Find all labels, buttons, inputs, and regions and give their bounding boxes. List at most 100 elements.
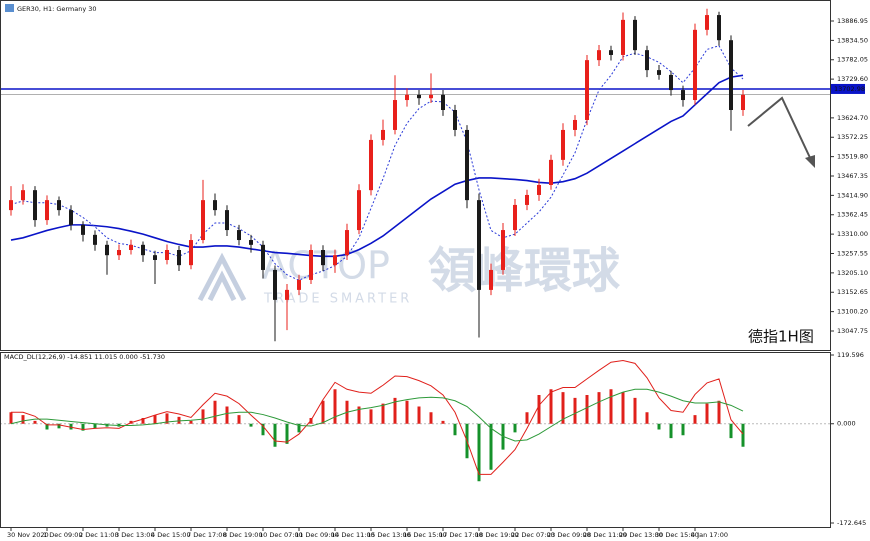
histogram-bar <box>657 423 661 430</box>
histogram-bar <box>177 416 181 424</box>
candle-body <box>225 210 229 231</box>
macd-line <box>10 388 744 442</box>
candle-body <box>369 139 373 191</box>
histogram-bar <box>477 423 481 482</box>
watermark: ACTOP 領峰環球 TRADE SMARTER <box>197 243 621 307</box>
x-tick-label: 11 Dec 09:00 <box>295 531 339 539</box>
x-tick-label: 15 Dec 13:00 <box>367 531 411 539</box>
x-tick-label: 17 Dec 17:00 <box>439 531 483 539</box>
price-frame <box>0 0 831 351</box>
y-tick-label: 13310.00 <box>837 230 868 238</box>
arrow <box>747 96 815 168</box>
candle-body <box>417 94 421 99</box>
y-tick-label: 13729.60 <box>837 75 868 83</box>
y-tick-label: 13624.70 <box>837 114 868 122</box>
histogram-bar <box>261 423 265 436</box>
moving-average <box>10 45 744 281</box>
candle-body <box>561 129 565 160</box>
histogram-bar <box>585 395 589 424</box>
arrow-head <box>805 155 815 168</box>
histogram-bar <box>189 420 193 424</box>
symbol-icon <box>5 4 14 12</box>
histogram-bar <box>357 406 361 424</box>
histogram-bar <box>453 423 457 436</box>
histogram-bar <box>441 420 445 424</box>
candle-body <box>477 200 481 290</box>
histogram-bar <box>81 423 85 431</box>
x-tick-label: 23 Dec 09:00 <box>547 531 591 539</box>
candle-body <box>21 190 25 201</box>
candle-body <box>165 250 169 260</box>
histogram-bar <box>381 403 385 424</box>
candle-body <box>201 200 205 241</box>
histogram-bar <box>321 400 325 424</box>
candle-body <box>453 110 457 130</box>
candle-body <box>213 200 217 211</box>
macd-frame <box>0 352 831 528</box>
y-tick-label: 13834.50 <box>837 36 868 44</box>
histogram-bar <box>621 392 625 424</box>
watermark-name: 領峰環球 <box>428 243 621 299</box>
x-tick-label: 4 Dec 15:00 <box>151 531 191 539</box>
histogram-bar <box>597 392 601 424</box>
x-tick-label: 16 Dec 15:00 <box>403 531 447 539</box>
watermark-icon <box>197 252 247 302</box>
histogram-bar <box>729 423 733 439</box>
y-tick-label: 13414.90 <box>837 191 868 199</box>
histogram-bar <box>213 400 217 424</box>
candle-body <box>249 240 253 245</box>
x-tick-label: 4 Jan 17:00 <box>691 531 728 539</box>
histogram-bar <box>693 415 697 424</box>
histogram-bar <box>609 389 613 424</box>
candle-body <box>57 200 61 211</box>
macd-title: MACD_DL(12,26,9) -14.851 11.015 0.000 -5… <box>4 353 165 361</box>
histogram-bar <box>537 395 541 424</box>
candle-body <box>141 244 145 256</box>
x-tick-label: 10 Dec 07:00 <box>259 531 303 539</box>
candle-body <box>117 250 121 256</box>
histogram-bar <box>69 423 73 430</box>
x-tick-label: 30 Dec 15:00 <box>655 531 699 539</box>
histogram-bar <box>237 415 241 424</box>
histogram-bar <box>633 397 637 424</box>
macd-line <box>11 360 744 475</box>
candle-body <box>429 94 433 99</box>
histogram-bar <box>429 412 433 424</box>
histogram-bar <box>369 409 373 424</box>
candle-body <box>33 190 37 221</box>
histogram-bar <box>573 397 577 424</box>
histogram-bar <box>393 397 397 424</box>
y-tick-label: 119.596 <box>837 351 864 359</box>
y-tick-label: 0.000 <box>837 420 856 428</box>
y-tick-label: 13886.95 <box>837 17 868 25</box>
candle-body <box>489 269 493 290</box>
candle-body <box>273 269 277 300</box>
price-panel: 13886.95 13834.50 13782.05 13729.60 13624.70… <box>0 8 868 342</box>
candle-body <box>597 50 601 61</box>
candle-body <box>741 94 745 111</box>
x-tick-label: 29 Dec 13:00 <box>619 531 663 539</box>
histogram-bar <box>561 392 565 424</box>
y-tick-label: -172.645 <box>837 519 866 527</box>
histogram-bar <box>297 423 301 433</box>
candle-body <box>261 244 265 270</box>
candle-body <box>585 60 589 120</box>
moving-average <box>10 74 744 258</box>
candle-body <box>717 15 721 41</box>
histogram-bar <box>741 423 745 447</box>
candle-body <box>513 204 517 231</box>
y-tick-label: 13047.75 <box>837 327 868 335</box>
candle-body <box>729 40 733 111</box>
x-tick-label: 7 Dec 17:00 <box>187 531 227 539</box>
arrow-line <box>747 96 813 163</box>
histogram-bar <box>93 423 97 429</box>
histogram-bar <box>153 415 157 424</box>
histogram-bar <box>201 409 205 424</box>
watermark-tagline: TRADE SMARTER <box>263 292 412 307</box>
watermark-logo: ACTOP <box>262 244 390 288</box>
histogram-bar <box>645 412 649 424</box>
candle-body <box>285 289 289 300</box>
y-tick-label: 13782.05 <box>837 56 868 64</box>
histogram-bar <box>141 417 145 424</box>
